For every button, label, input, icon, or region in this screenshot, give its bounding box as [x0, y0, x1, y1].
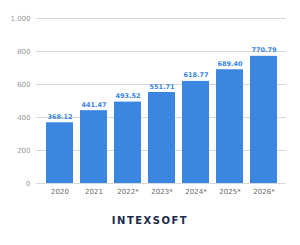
svg-text:551.71: 551.71: [149, 83, 175, 91]
svg-text:770.79: 770.79: [251, 46, 277, 54]
svg-text:2024*: 2024*: [185, 188, 207, 196]
svg-text:200: 200: [17, 147, 30, 155]
svg-text:618.77: 618.77: [183, 71, 208, 79]
svg-text:2026*: 2026*: [253, 188, 275, 196]
svg-text:368.12: 368.12: [47, 113, 72, 121]
svg-text:441.47: 441.47: [81, 101, 106, 109]
svg-text:493.52: 493.52: [115, 92, 140, 100]
svg-text:2022*: 2022*: [117, 188, 139, 196]
svg-text:2021: 2021: [85, 188, 103, 196]
svg-text:689.40: 689.40: [217, 60, 243, 68]
svg-text:400: 400: [17, 114, 30, 122]
svg-text:2025*: 2025*: [219, 188, 241, 196]
svg-text:0: 0: [26, 180, 30, 188]
svg-text:2023*: 2023*: [151, 188, 173, 196]
svg-text:2020: 2020: [51, 188, 69, 196]
svg-text:1,000: 1,000: [10, 15, 30, 23]
svg-text:800: 800: [17, 48, 30, 56]
html-text:INTEXSOFT: INTEXSOFT: [111, 215, 189, 226]
svg-text:600: 600: [17, 81, 30, 89]
